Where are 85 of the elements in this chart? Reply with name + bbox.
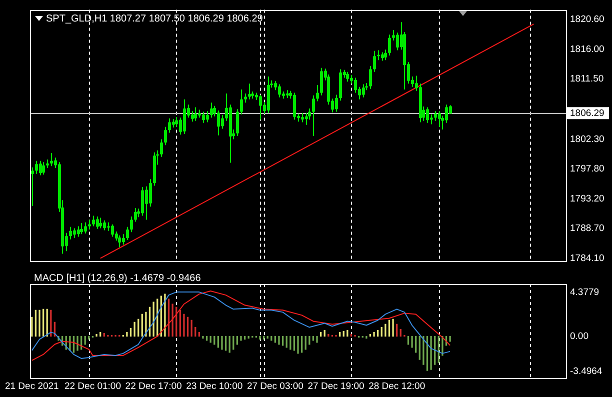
candlestick	[126, 226, 129, 241]
candlestick	[430, 114, 433, 125]
candlestick	[103, 220, 106, 231]
candlestick	[388, 34, 391, 56]
x-tick-label: 23 Dec 10:00	[186, 380, 243, 392]
candlestick	[384, 49, 387, 61]
candlestick	[320, 67, 323, 96]
candlestick	[31, 166, 34, 206]
candlestick	[194, 106, 197, 122]
candlestick	[240, 89, 243, 115]
ref-line-label: 1806.29	[570, 108, 604, 119]
y-tick-label: 1816.00	[570, 44, 604, 56]
candlestick	[259, 94, 262, 120]
candlestick	[362, 84, 365, 98]
candlestick	[96, 216, 99, 230]
candlestick	[438, 110, 441, 128]
candlestick	[122, 234, 125, 246]
candlestick	[160, 138, 163, 158]
candlestick	[149, 178, 152, 208]
y-tick-label: 1820.60	[570, 14, 604, 26]
x-tick-label: 27 Dec 19:00	[308, 380, 364, 392]
candlestick	[164, 126, 167, 146]
y-tick-label: 1793.20	[570, 193, 604, 204]
y-tick-label: 4.3779	[570, 286, 600, 298]
candlestick	[445, 104, 448, 124]
chart-title: SPT_GLD,H1 1807.27 1807.50 1806.29 1806.29	[46, 13, 264, 24]
candlestick	[244, 92, 247, 104]
candlestick	[293, 92, 296, 120]
y-tick-label: 1811.50	[570, 74, 604, 85]
y-tick-label: 1784.10	[570, 252, 604, 264]
candlestick	[217, 110, 220, 136]
candlestick	[396, 32, 399, 51]
y-tick-label: 1788.70	[570, 222, 604, 234]
candlestick	[80, 222, 83, 235]
candlestick	[77, 226, 80, 238]
candlestick	[373, 50, 376, 72]
y-tick-label: -3.4964	[570, 366, 602, 378]
candlestick	[92, 215, 95, 227]
candlestick	[221, 114, 224, 130]
candlestick	[118, 234, 121, 248]
candlestick	[168, 118, 171, 134]
x-tick-label: 28 Dec 12:00	[368, 380, 426, 392]
candlestick	[39, 160, 42, 176]
candlestick	[369, 65, 372, 90]
chart-title: MACD [H1] (12,26,9) -1.4679 -0.9466	[34, 272, 202, 284]
candlestick	[419, 83, 422, 123]
candlestick	[99, 217, 102, 229]
candlestick	[346, 71, 349, 82]
candlestick	[42, 162, 45, 176]
candlestick	[84, 222, 87, 234]
candlestick	[229, 104, 232, 164]
candlestick	[145, 186, 148, 220]
candlestick	[316, 84, 319, 102]
candlestick	[210, 102, 213, 118]
x-tick-label: 21 Dec 2021	[4, 380, 59, 392]
candlestick	[305, 112, 308, 126]
candlestick	[141, 186, 144, 216]
candlestick	[73, 228, 76, 239]
x-tick-label: 22 Dec 01:00	[64, 380, 121, 392]
candlestick	[130, 216, 133, 233]
candlestick	[434, 110, 437, 122]
candlestick	[236, 108, 239, 136]
y-tick-label: 1797.80	[570, 163, 604, 174]
candlestick	[248, 83, 251, 100]
candlestick	[134, 207, 137, 222]
candlestick	[278, 84, 281, 98]
candlestick	[69, 226, 72, 240]
candlestick	[183, 98, 186, 135]
candlestick	[301, 112, 304, 123]
x-tick-label: 22 Dec 17:00	[125, 380, 182, 392]
y-tick-label: 0.00	[570, 330, 588, 342]
candlestick	[206, 110, 209, 123]
candlestick	[191, 110, 194, 122]
candlestick	[274, 80, 277, 91]
candlestick	[202, 111, 205, 124]
candlestick	[426, 106, 429, 124]
candlestick	[88, 219, 91, 230]
candlestick	[312, 94, 315, 136]
x-tick-label: 27 Dec 03:00	[246, 380, 304, 392]
candlestick	[50, 152, 53, 167]
candlestick	[335, 94, 338, 112]
y-tick-label: 1802.30	[570, 134, 604, 145]
candlestick	[354, 77, 357, 94]
candlestick	[35, 160, 38, 174]
candlestick	[111, 224, 114, 238]
